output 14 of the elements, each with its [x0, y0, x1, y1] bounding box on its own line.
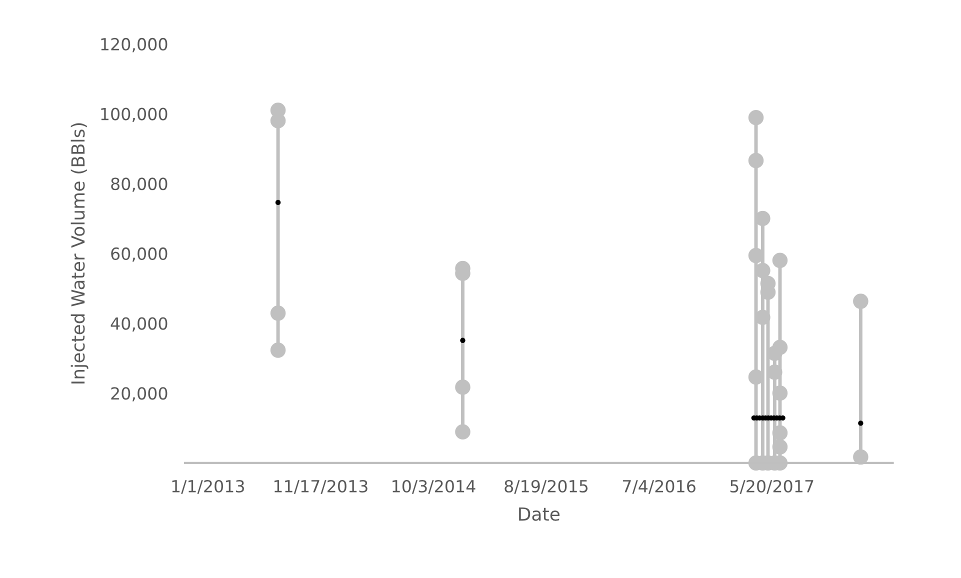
y-tick-label: 40,000 [110, 317, 168, 332]
x-tick-label: 10/3/2014 [392, 480, 476, 494]
x-tick-label: 5/20/2017 [730, 480, 814, 494]
y-tick-label: 120,000 [101, 38, 168, 52]
y-tick-label: 60,000 [111, 247, 168, 262]
x-tick-label: 11/17/2013 [274, 480, 368, 494]
x-tick-label: 7/4/2016 [623, 480, 696, 494]
x-tick-label: 8/19/2015 [504, 480, 588, 494]
y-tick-label: 80,000 [111, 178, 168, 192]
x-axis-title: Date [519, 507, 560, 521]
y-tick-label: 100,000 [101, 108, 168, 122]
y-axis-title: Injected Water Volume (BBls) [70, 123, 88, 384]
y-tick-label: 20,000 [111, 387, 168, 402]
x-tick-label: 1/1/2013 [172, 480, 244, 494]
